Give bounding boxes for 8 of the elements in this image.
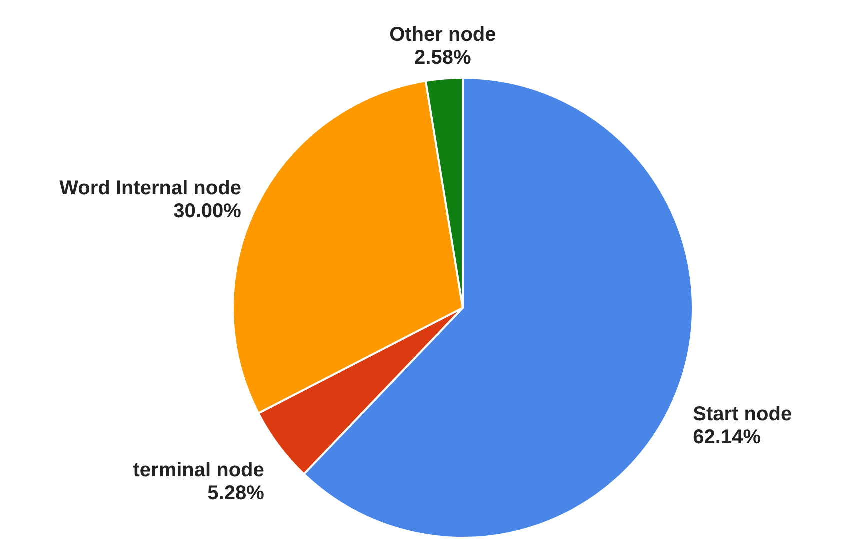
slice-label: Word Internal node xyxy=(60,178,242,200)
slice-label: Start node xyxy=(693,403,792,426)
data-label: 62.14% xyxy=(693,426,762,448)
slice-label: terminal node xyxy=(133,460,264,482)
data-label: 30.00% xyxy=(174,200,242,223)
slice-label: Other node xyxy=(390,24,496,46)
data-label: 2.58% xyxy=(414,46,472,69)
data-label: 5.28% xyxy=(208,482,265,505)
